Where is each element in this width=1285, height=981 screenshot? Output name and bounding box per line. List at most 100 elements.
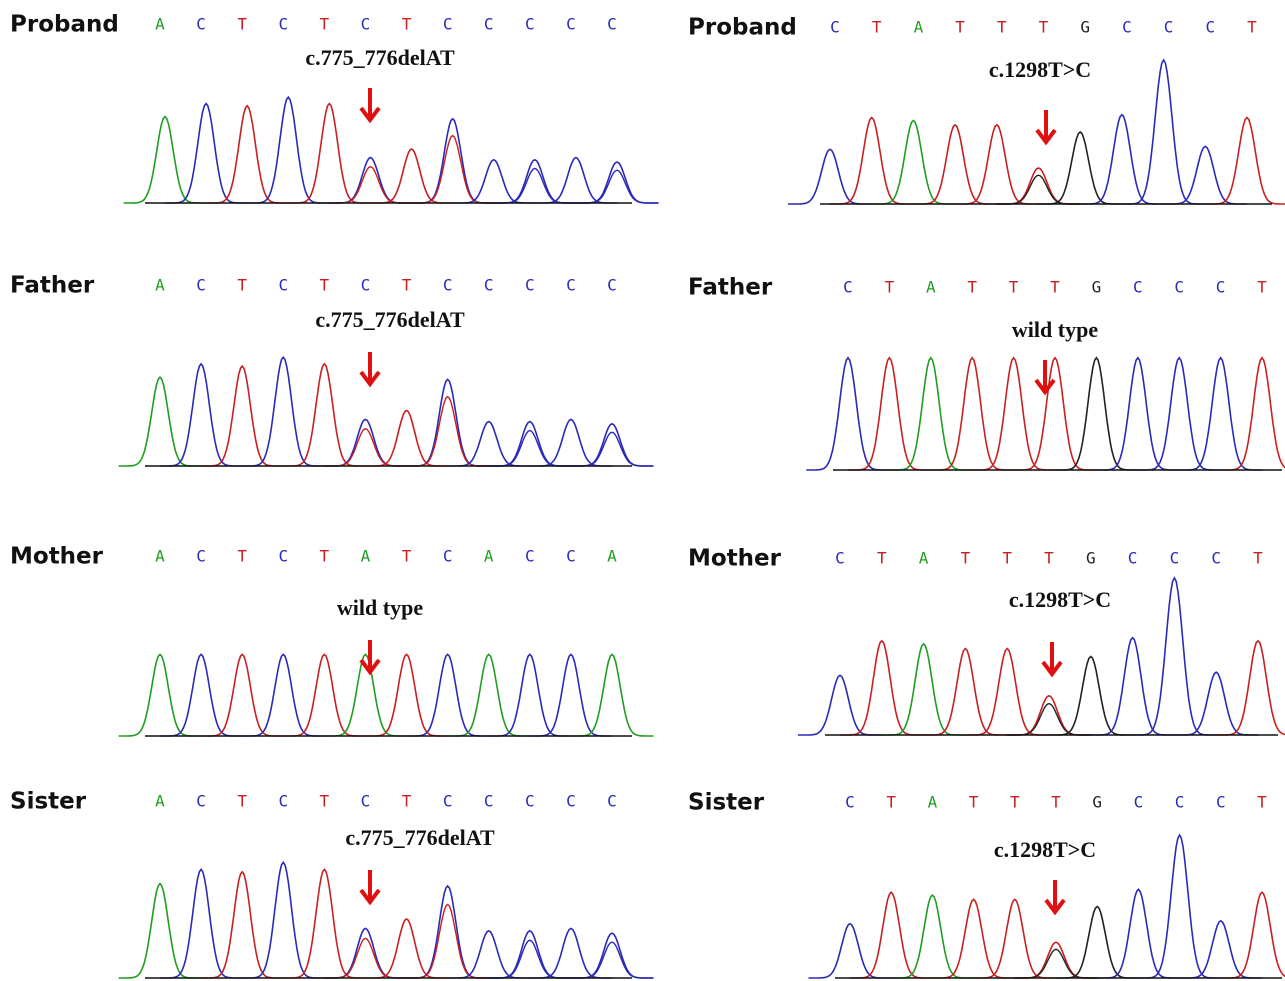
variant-annotation: c.1298T>C xyxy=(1009,587,1111,612)
base-call: T xyxy=(237,547,247,566)
base-call: T xyxy=(1044,549,1054,568)
base-call: T xyxy=(320,15,330,34)
base-call: T xyxy=(1009,278,1019,297)
variant-annotation: wild type xyxy=(337,595,423,620)
base-call: C xyxy=(830,18,840,37)
base-call: A xyxy=(361,547,371,566)
trace-peak xyxy=(535,158,618,203)
trace-peak xyxy=(972,358,1055,470)
base-call: T xyxy=(885,278,895,297)
trace-peak xyxy=(165,104,248,203)
base-call: A xyxy=(607,547,617,566)
base-call: T xyxy=(320,276,330,295)
sample-label: Proband xyxy=(10,12,119,38)
trace-peak xyxy=(206,106,289,203)
base-call: T xyxy=(1257,278,1267,297)
base-call: T xyxy=(997,18,1007,37)
base-call: A xyxy=(484,547,494,566)
base-call: C xyxy=(1133,278,1143,297)
trace-peak xyxy=(871,121,955,205)
trace-peak xyxy=(119,654,202,736)
base-call: C xyxy=(525,792,535,811)
variant-annotation: wild type xyxy=(1012,317,1098,342)
arrow xyxy=(1036,360,1054,392)
sample-label: Father xyxy=(10,273,95,299)
trace-peak xyxy=(923,649,1007,735)
base-call: C xyxy=(525,547,535,566)
trace-peak xyxy=(447,654,530,736)
base-call: C xyxy=(566,792,576,811)
trace-peak-secondary xyxy=(406,904,489,978)
base-call: C xyxy=(566,276,576,295)
base-call: C xyxy=(566,547,576,566)
sample-label: Sister xyxy=(688,790,765,816)
base-call: T xyxy=(969,793,979,812)
base-call: T xyxy=(1050,278,1060,297)
arrow xyxy=(361,870,379,902)
trace-peak xyxy=(488,931,571,978)
variant-annotation: c.775_776delAT xyxy=(305,45,455,70)
trace-peak xyxy=(1221,892,1285,978)
trace-peak xyxy=(571,654,654,736)
base-call: C xyxy=(607,276,617,295)
figure: Proband A C T C T C T C C C C Cc.775_776delAT Father A… xyxy=(0,0,1285,981)
base-call: C xyxy=(1216,278,1226,297)
base-call: C xyxy=(1128,549,1138,568)
base-call: C xyxy=(278,547,288,566)
base-call: G xyxy=(1086,549,1096,568)
base-call: T xyxy=(320,547,330,566)
base-call: C xyxy=(1164,18,1174,37)
base-call: G xyxy=(1092,278,1102,297)
base-call: C xyxy=(443,15,453,34)
base-call: T xyxy=(402,276,412,295)
arrow xyxy=(1046,880,1064,912)
trace-peak xyxy=(1216,641,1285,735)
base-call: A xyxy=(919,549,929,568)
base-call: T xyxy=(1039,18,1049,37)
trace-peak xyxy=(932,899,1015,978)
base-call: C xyxy=(196,276,206,295)
base-call: C xyxy=(361,792,371,811)
base-call: C xyxy=(1134,793,1144,812)
trace-peak xyxy=(493,160,576,203)
trace-peak xyxy=(283,654,366,736)
base-call: C xyxy=(525,15,535,34)
base-call: T xyxy=(320,792,330,811)
base-call: T xyxy=(877,549,887,568)
trace-peak-secondary xyxy=(406,397,489,466)
sample-label: Sister xyxy=(10,789,87,815)
base-call: C xyxy=(484,276,494,295)
base-call: A xyxy=(914,18,924,37)
base-call: C xyxy=(278,276,288,295)
trace-peak xyxy=(247,97,330,203)
trace-peak xyxy=(1055,358,1138,470)
base-call: C xyxy=(443,276,453,295)
base-call: C xyxy=(196,15,206,34)
trace-peak xyxy=(119,377,202,466)
trace-peak xyxy=(201,872,284,978)
trace-peak xyxy=(1179,358,1262,470)
trace-peak xyxy=(530,419,613,466)
base-call: C xyxy=(484,792,494,811)
base-call: C xyxy=(607,792,617,811)
trace-peak xyxy=(571,424,654,466)
trace-peak xyxy=(201,366,284,466)
trace-peak xyxy=(411,119,494,203)
trace-peak xyxy=(850,892,933,978)
sample-label: Proband xyxy=(688,15,797,41)
trace-peak xyxy=(406,886,489,978)
trace-peak xyxy=(488,654,571,736)
arrow xyxy=(1043,642,1061,674)
base-call: C xyxy=(1211,549,1221,568)
base-call: C xyxy=(443,547,453,566)
trace-peak xyxy=(119,884,202,978)
base-call: C xyxy=(843,278,853,297)
base-call: C xyxy=(196,792,206,811)
base-call: C xyxy=(835,549,845,568)
base-call: C xyxy=(525,276,535,295)
trace-peak-secondary xyxy=(411,136,494,203)
base-call: C xyxy=(361,276,371,295)
base-call: A xyxy=(155,276,165,295)
trace-peak xyxy=(242,862,325,978)
base-call: T xyxy=(402,547,412,566)
